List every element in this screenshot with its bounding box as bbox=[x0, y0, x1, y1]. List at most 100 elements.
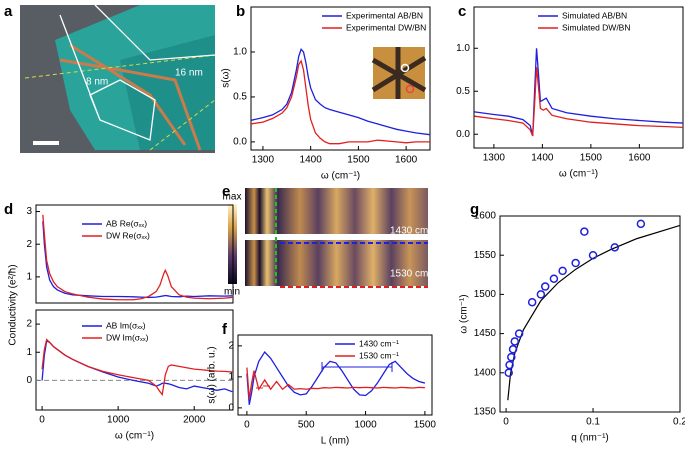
y-axis-label: s(ω) bbox=[221, 68, 232, 87]
x-axis-label: L (nm) bbox=[321, 436, 350, 447]
series-line bbox=[474, 67, 683, 137]
plot-frame bbox=[35, 204, 234, 304]
y-tick-label: 0 bbox=[26, 375, 32, 386]
data-point bbox=[510, 337, 520, 346]
legend-label: DW Re(σₓₓ) bbox=[106, 230, 150, 240]
plot-frame bbox=[35, 309, 234, 411]
x-tick-label: 1500 bbox=[580, 153, 603, 164]
panel-letter: b bbox=[236, 3, 245, 20]
data-point bbox=[505, 360, 514, 370]
y-tick-label: 1 bbox=[228, 372, 234, 383]
y-tick-label: 0.5 bbox=[456, 86, 470, 97]
colorbar-label: max bbox=[223, 192, 242, 203]
y-tick-label: 0.5 bbox=[233, 92, 247, 103]
x-axis-label: ω (cm⁻¹) bbox=[559, 169, 598, 180]
x-axis-label: q (nm⁻¹) bbox=[571, 433, 609, 444]
data-point bbox=[527, 297, 537, 307]
data-point bbox=[571, 258, 580, 268]
x-tick-label: 2000 bbox=[183, 415, 206, 426]
legend-label: AB Im(σₓₓ) bbox=[106, 320, 146, 330]
colorbar-label: min bbox=[224, 287, 240, 298]
data-point bbox=[504, 368, 513, 378]
x-tick-label: 0 bbox=[39, 415, 45, 426]
data-point bbox=[588, 250, 598, 260]
y-axis-label: ω (cm⁻¹) bbox=[459, 294, 470, 333]
legend-label: Experimental AB/BN bbox=[346, 10, 423, 20]
y-tick-label: 1500 bbox=[474, 289, 497, 300]
micrograph bbox=[20, 4, 216, 153]
data-point bbox=[549, 274, 559, 283]
legend-label: 1530 cm⁻¹ bbox=[359, 350, 399, 360]
x-axis-label: ω (cm⁻¹) bbox=[115, 431, 154, 442]
panel-letter: d bbox=[4, 201, 13, 218]
data-point bbox=[507, 352, 516, 362]
inset-image bbox=[371, 47, 427, 99]
x-tick-label: 1400 bbox=[531, 153, 554, 164]
data-point bbox=[514, 329, 524, 338]
frequency-label: 1530 cm⁻¹ bbox=[390, 269, 438, 280]
panel-letter: f bbox=[222, 321, 228, 338]
x-tick-label: 0.1 bbox=[586, 417, 600, 428]
legend-label: AB Re(σₓₓ) bbox=[106, 218, 147, 228]
plot-frame bbox=[250, 6, 431, 151]
y-tick-label: 2 bbox=[228, 340, 234, 351]
x-tick-label: 1500 bbox=[414, 420, 437, 431]
y-tick-label: 0.0 bbox=[233, 137, 247, 148]
plot-frame bbox=[473, 6, 684, 149]
plot-frame bbox=[499, 215, 681, 413]
series-line bbox=[41, 338, 233, 397]
series-line bbox=[474, 48, 683, 137]
series-line bbox=[246, 351, 426, 405]
panel-letter: e bbox=[222, 183, 230, 200]
data-point bbox=[558, 266, 567, 276]
x-tick-label: 0 bbox=[244, 420, 250, 431]
x-tick-label: 0.2 bbox=[673, 417, 685, 428]
x-axis-label: ω (cm⁻¹) bbox=[321, 171, 360, 182]
plot-frame bbox=[237, 334, 433, 416]
y-tick-label: 2 bbox=[26, 239, 32, 250]
thickness-label: 16 nm bbox=[175, 68, 203, 79]
panel-letter: c bbox=[458, 3, 466, 20]
y-tick-label: 1350 bbox=[474, 407, 497, 418]
x-tick-label: 0 bbox=[503, 417, 509, 428]
series-line bbox=[42, 214, 233, 301]
y-tick-label: 3 bbox=[26, 206, 32, 217]
y-tick-label: 1.0 bbox=[456, 43, 470, 54]
legend-label: Simulated AB/BN bbox=[562, 10, 627, 20]
data-point bbox=[610, 243, 620, 252]
legend-label: 1430 cm⁻¹ bbox=[359, 338, 399, 348]
data-point bbox=[536, 290, 546, 299]
near-field-images bbox=[245, 188, 428, 288]
y-tick-label: 0 bbox=[228, 403, 234, 414]
legend-label: DW Im(σₓₓ) bbox=[106, 332, 149, 342]
data-point bbox=[636, 219, 646, 229]
data-point bbox=[540, 282, 550, 291]
x-tick-label: 1000 bbox=[354, 420, 377, 431]
series-line bbox=[251, 47, 430, 136]
thickness-label: 8 nm bbox=[86, 77, 108, 88]
data-point bbox=[508, 345, 518, 354]
arrows bbox=[256, 362, 393, 389]
x-tick-label: 1600 bbox=[395, 155, 418, 166]
y-tick-label: 1450 bbox=[474, 328, 497, 339]
frequency-label: 1430 cm⁻¹ bbox=[390, 226, 438, 237]
series-line bbox=[246, 367, 425, 399]
panel-letter: a bbox=[4, 3, 13, 20]
y-tick-label: 1.0 bbox=[233, 47, 247, 58]
x-tick-label: 1600 bbox=[628, 153, 651, 164]
x-tick-label: 1300 bbox=[252, 155, 275, 166]
x-tick-label: 500 bbox=[298, 420, 315, 431]
y-tick-label: 1600 bbox=[474, 211, 497, 222]
y-tick-label: 1400 bbox=[474, 367, 497, 378]
data-point bbox=[580, 227, 589, 236]
legend-label: Experimental DW/BN bbox=[346, 22, 426, 32]
series-line bbox=[251, 59, 430, 145]
y-axis-label: s(ω) (arb. u.) bbox=[207, 346, 218, 403]
panel-letter: g bbox=[470, 201, 479, 218]
y-axis-label: Conductivity (e²/ħ) bbox=[8, 264, 19, 345]
y-tick-label: 2 bbox=[26, 319, 32, 330]
series-line bbox=[41, 340, 233, 393]
x-tick-label: 1300 bbox=[483, 153, 506, 164]
y-tick-label: 1 bbox=[26, 272, 32, 283]
